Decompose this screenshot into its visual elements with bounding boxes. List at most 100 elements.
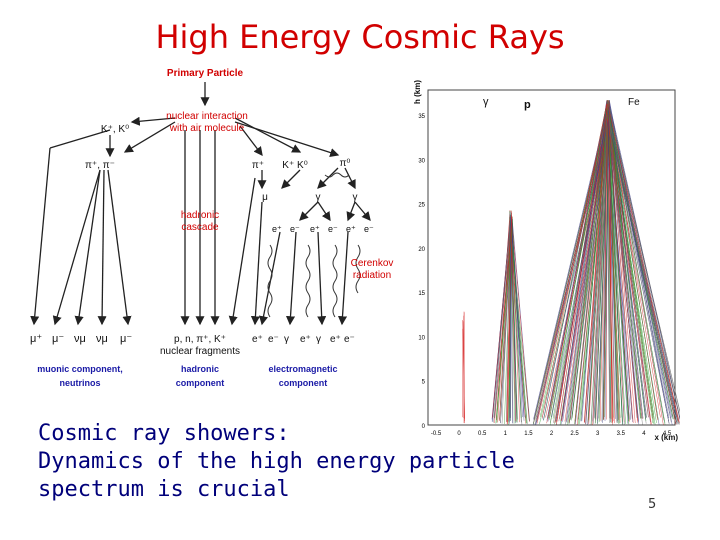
nuclear-particles-label: p, n, π⁺, K⁺ bbox=[174, 334, 226, 345]
y-tick-label: 20 bbox=[418, 247, 425, 253]
shower-track bbox=[510, 211, 516, 422]
shower-track bbox=[594, 114, 608, 418]
shower-track bbox=[497, 220, 511, 423]
y-tick-label: 15 bbox=[418, 291, 425, 297]
muonic-particle: μ⁻ bbox=[52, 333, 64, 345]
shower-track bbox=[549, 100, 609, 425]
shower-tracks bbox=[462, 99, 680, 426]
y-tick-label: 5 bbox=[422, 380, 426, 386]
shower-track bbox=[590, 119, 607, 425]
cascade-particle: e⁺ bbox=[272, 224, 282, 234]
em-component-label-2: component bbox=[279, 378, 328, 388]
shower-track bbox=[555, 107, 609, 421]
interaction-label-2: with air molecule bbox=[169, 123, 245, 134]
shower-track bbox=[607, 103, 655, 418]
shower-track bbox=[494, 216, 513, 424]
x-tick-label: 0.5 bbox=[478, 431, 487, 437]
em-component-label-1: electromagnetic bbox=[268, 364, 337, 374]
em-particle: e⁺ bbox=[252, 334, 263, 345]
shower-track bbox=[511, 218, 530, 422]
shower-track bbox=[506, 226, 513, 422]
slide-title: High Energy Cosmic Rays bbox=[155, 18, 565, 56]
page-number: 5 bbox=[648, 497, 657, 512]
shower-track bbox=[584, 102, 608, 423]
shower-track bbox=[607, 103, 679, 422]
em-particle: γ bbox=[284, 334, 289, 345]
hadronic-component-label-2: component bbox=[176, 378, 225, 388]
muonic-particle: νμ bbox=[96, 333, 108, 345]
shower-track bbox=[608, 114, 613, 423]
x-tick-label: 0 bbox=[457, 431, 461, 437]
shower-track bbox=[608, 102, 638, 423]
neutrinos-label: neutrinos bbox=[59, 378, 100, 388]
shower-track bbox=[607, 105, 610, 423]
shower-track bbox=[571, 107, 608, 421]
shower-track bbox=[579, 111, 610, 424]
right-pi0-label: π⁰ bbox=[340, 158, 351, 169]
em-particle: γ bbox=[316, 334, 321, 345]
pions-label: π⁺, π⁻ bbox=[85, 160, 115, 171]
cerenkov-label-2: radiation bbox=[353, 270, 391, 281]
right-pion-label: π⁺ bbox=[252, 160, 264, 171]
muonic-component-label: muonic component, bbox=[37, 364, 123, 374]
shower-track bbox=[536, 112, 608, 421]
shower-track bbox=[577, 109, 609, 425]
shower-track bbox=[606, 104, 614, 422]
y-tick-label: 35 bbox=[418, 114, 425, 120]
caption-line-3: spectrum is crucial bbox=[38, 477, 290, 502]
shower-track bbox=[462, 321, 465, 422]
muonic-particle: μ⁻ bbox=[120, 333, 132, 345]
y-tick-label: 30 bbox=[418, 158, 425, 164]
em-particle: e⁻ bbox=[344, 334, 355, 345]
shower-track bbox=[584, 109, 608, 423]
cascade-particle: e⁻ bbox=[290, 224, 300, 234]
em-particle: e⁺ bbox=[300, 334, 311, 345]
caption-line-1: Cosmic ray showers: bbox=[38, 421, 290, 446]
shower-track bbox=[509, 218, 528, 424]
shower-track bbox=[499, 224, 511, 421]
y-axis-label: h (km) bbox=[413, 80, 422, 104]
x-tick-label: 4.5 bbox=[663, 431, 672, 437]
mid-mu-label: μ bbox=[262, 192, 268, 203]
cascade-particle: e⁺ bbox=[346, 224, 356, 234]
shower-track bbox=[607, 112, 639, 419]
shower-track bbox=[607, 116, 678, 424]
shower-track bbox=[533, 103, 610, 424]
shower-track bbox=[575, 117, 608, 425]
shower-track bbox=[561, 118, 609, 422]
caption-line-2: Dynamics of the high energy particle bbox=[38, 449, 515, 474]
shower-track bbox=[604, 107, 610, 422]
primary-particle-label: Primary Particle bbox=[167, 68, 244, 79]
shower-track bbox=[512, 218, 522, 419]
muonic-particle: νμ bbox=[74, 333, 86, 345]
right-kaons-label: K⁺ K⁰ bbox=[282, 160, 307, 171]
shower-track bbox=[607, 101, 666, 425]
x-tick-label: 2.5 bbox=[570, 431, 579, 437]
x-tick-label: 3.5 bbox=[617, 431, 626, 437]
mid-gamma-label: γ bbox=[316, 192, 321, 203]
shower-track bbox=[510, 216, 513, 424]
gamma-shower-label: γ bbox=[483, 96, 489, 108]
shower-track bbox=[603, 100, 608, 420]
em-particle: e⁻ bbox=[268, 334, 279, 345]
shower-track bbox=[510, 210, 530, 422]
y-tick-label: 25 bbox=[418, 203, 425, 209]
shower-track bbox=[606, 116, 619, 423]
muonic-particle: μ⁺ bbox=[30, 333, 42, 345]
cascade-particle: e⁻ bbox=[328, 224, 338, 234]
shower-track bbox=[607, 101, 643, 425]
hadronic-cascade-label-2: cascade bbox=[181, 222, 219, 233]
air-shower-diagram: Primary Particle nuclear interaction wit… bbox=[30, 68, 394, 388]
shower-track bbox=[506, 212, 511, 422]
x-tick-label: 3 bbox=[596, 431, 600, 437]
x-axis-label: x (km) bbox=[654, 433, 678, 442]
cascade-particle: e⁻ bbox=[364, 224, 374, 234]
shower-track bbox=[551, 114, 610, 418]
x-tick-label: 1 bbox=[504, 431, 508, 437]
x-tick-label: 1.5 bbox=[524, 431, 533, 437]
right-gamma-label: γ bbox=[353, 192, 358, 203]
x-tick-label: 4 bbox=[642, 431, 646, 437]
cerenkov-label-1: Cerenkov bbox=[351, 258, 394, 269]
interaction-label-1: nuclear interaction bbox=[166, 111, 248, 122]
